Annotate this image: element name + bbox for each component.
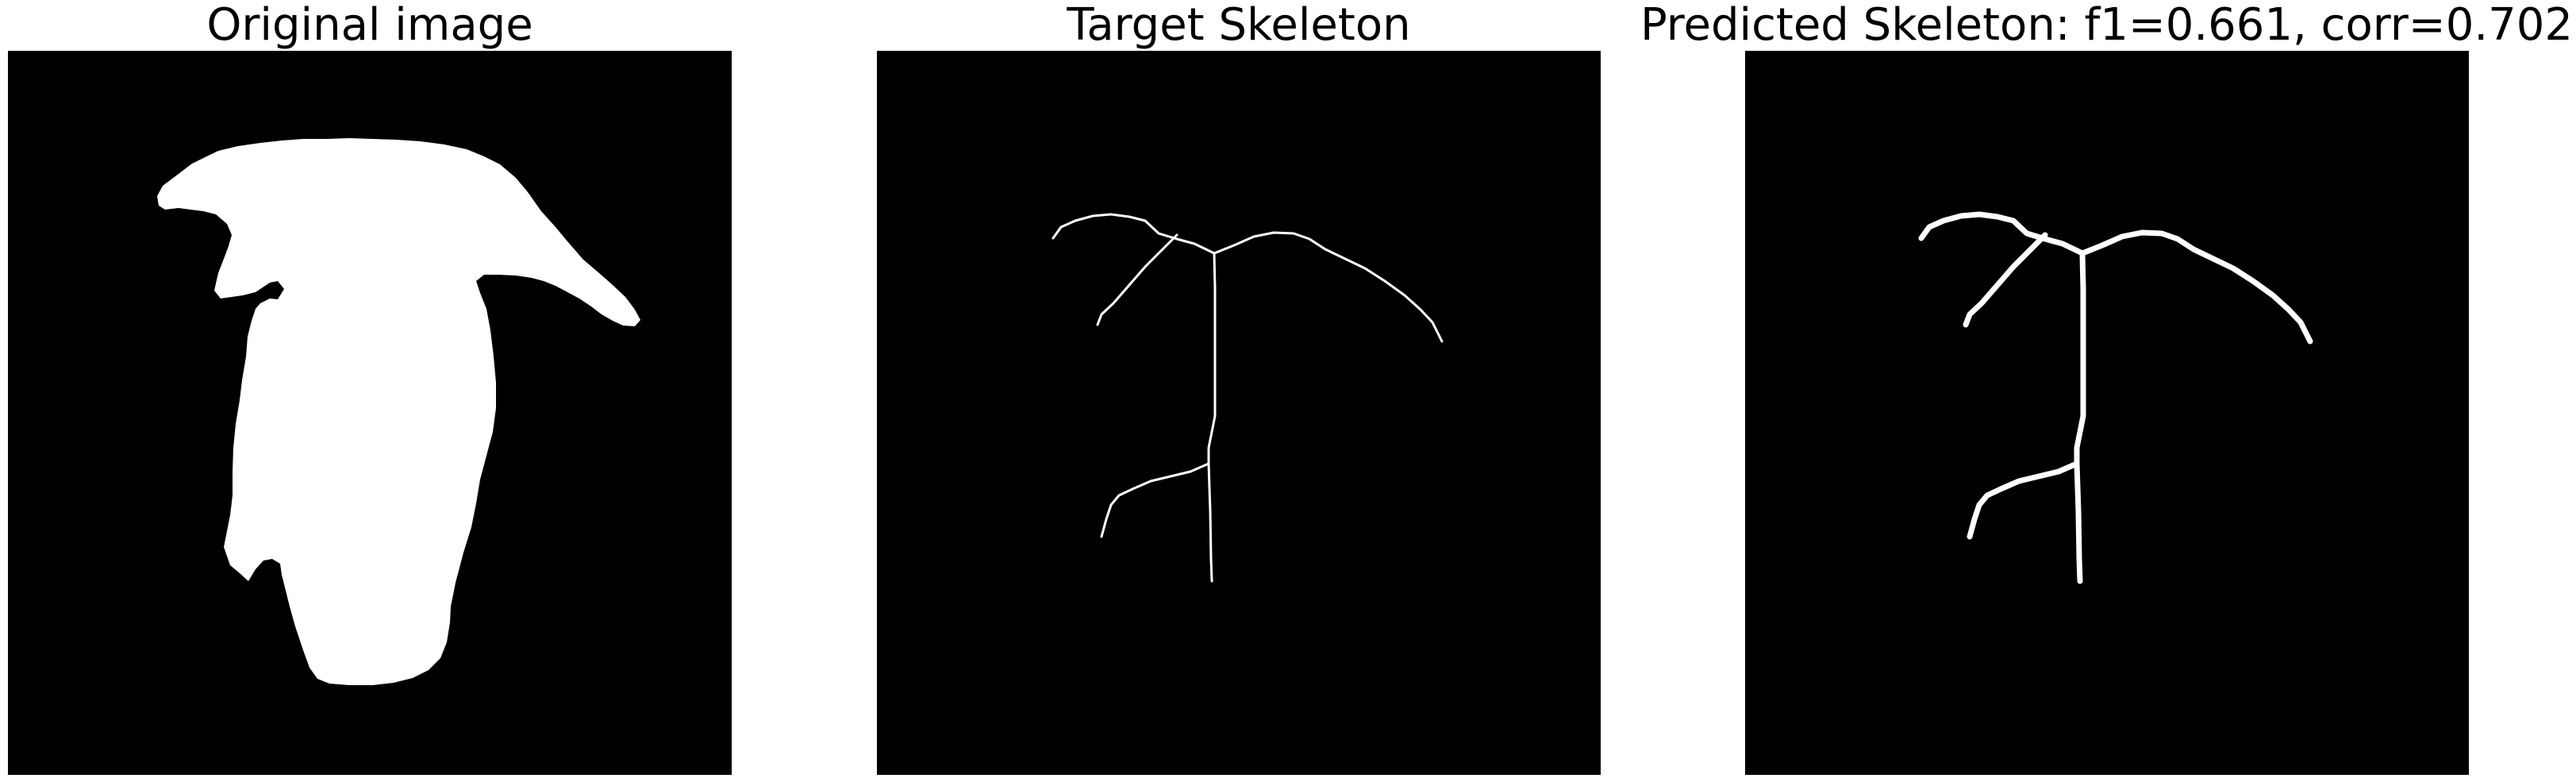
- skeleton-branch: [1970, 464, 2077, 537]
- original-silhouette: [8, 51, 732, 775]
- skeleton-branch: [1102, 464, 1209, 537]
- panel-title-original: Original image: [8, 0, 732, 51]
- panel-title-predicted: Predicted Skeleton: f1=0.661, corr=0.702: [1637, 0, 2576, 51]
- skeleton-branch: [1053, 214, 1214, 253]
- predicted-skeleton: [1745, 51, 2469, 775]
- skeleton-branch: [2077, 253, 2083, 581]
- original-image-panel: [8, 51, 732, 775]
- skeleton-branch: [2082, 233, 2310, 341]
- skeleton-branch: [1921, 214, 2082, 253]
- panel-title-target: Target Skeleton: [877, 0, 1601, 51]
- target-skeleton: [877, 51, 1601, 775]
- skeleton-branch: [1214, 233, 1442, 341]
- target-skeleton-panel: [877, 51, 1601, 775]
- skeleton-branch: [1209, 253, 1215, 581]
- skeleton-branch: [1098, 235, 1177, 325]
- skeleton-branch: [1966, 235, 2045, 325]
- predicted-skeleton-panel: [1745, 51, 2469, 775]
